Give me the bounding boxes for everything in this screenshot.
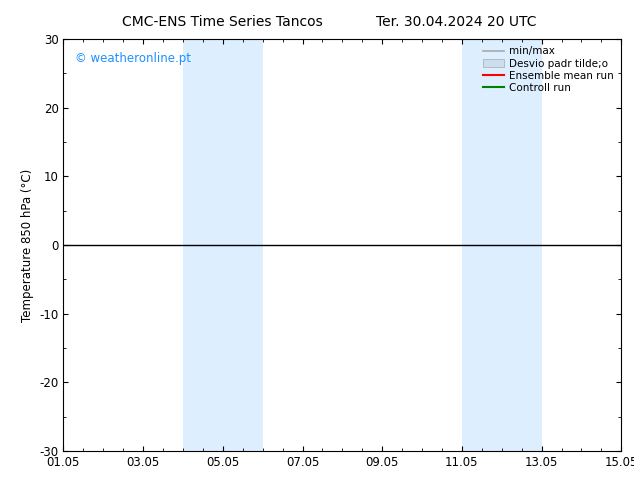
Text: Ter. 30.04.2024 20 UTC: Ter. 30.04.2024 20 UTC	[376, 15, 537, 29]
Bar	[183, 39, 262, 451]
Text: CMC-ENS Time Series Tancos: CMC-ENS Time Series Tancos	[122, 15, 322, 29]
Legend: min/max, Desvio padr tilde;o, Ensemble mean run, Controll run: min/max, Desvio padr tilde;o, Ensemble m…	[481, 45, 616, 95]
Y-axis label: Temperature 850 hPa (°C): Temperature 850 hPa (°C)	[21, 169, 34, 321]
Bar	[462, 39, 541, 451]
Text: © weatheronline.pt: © weatheronline.pt	[75, 51, 191, 65]
